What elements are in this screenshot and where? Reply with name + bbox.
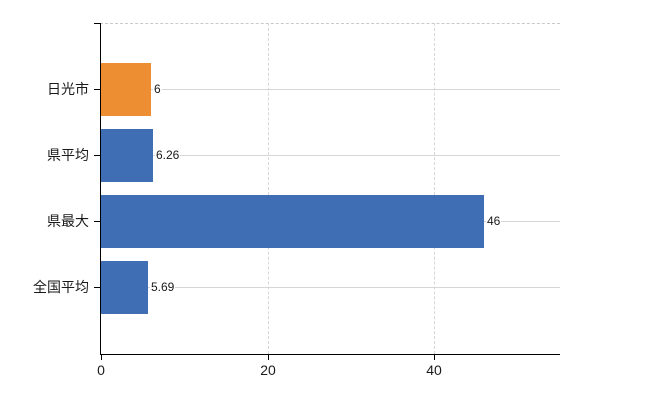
y-axis-line bbox=[100, 23, 101, 355]
category-label: 県最大 bbox=[47, 213, 89, 229]
bar bbox=[101, 195, 484, 248]
h-gridline bbox=[101, 89, 560, 90]
category-tick bbox=[94, 287, 100, 288]
category-label: 県平均 bbox=[47, 147, 89, 163]
x-tick bbox=[434, 355, 435, 360]
value-label: 6.26 bbox=[155, 129, 181, 182]
v-gridline bbox=[268, 23, 269, 354]
x-tick bbox=[268, 355, 269, 360]
y-axis-top-tick bbox=[94, 23, 100, 24]
x-tick bbox=[101, 355, 102, 360]
category-label: 全国平均 bbox=[33, 279, 89, 295]
x-axis-line bbox=[100, 354, 560, 355]
v-gridline bbox=[434, 23, 435, 354]
x-tick-label: 0 bbox=[97, 362, 105, 378]
bar bbox=[101, 261, 148, 314]
value-label: 5.69 bbox=[150, 261, 176, 314]
h-gridline bbox=[101, 287, 560, 288]
x-tick-label: 20 bbox=[260, 362, 276, 378]
bar bbox=[101, 129, 153, 182]
plot-top-border bbox=[100, 23, 560, 24]
x-tick-label: 40 bbox=[426, 362, 442, 378]
h-gridline bbox=[101, 155, 560, 156]
category-label: 日光市 bbox=[47, 81, 89, 97]
category-tick bbox=[94, 221, 100, 222]
category-tick bbox=[94, 155, 100, 156]
value-label: 6 bbox=[153, 63, 162, 116]
bar bbox=[101, 63, 151, 116]
value-label: 46 bbox=[486, 195, 502, 248]
category-tick bbox=[94, 89, 100, 90]
